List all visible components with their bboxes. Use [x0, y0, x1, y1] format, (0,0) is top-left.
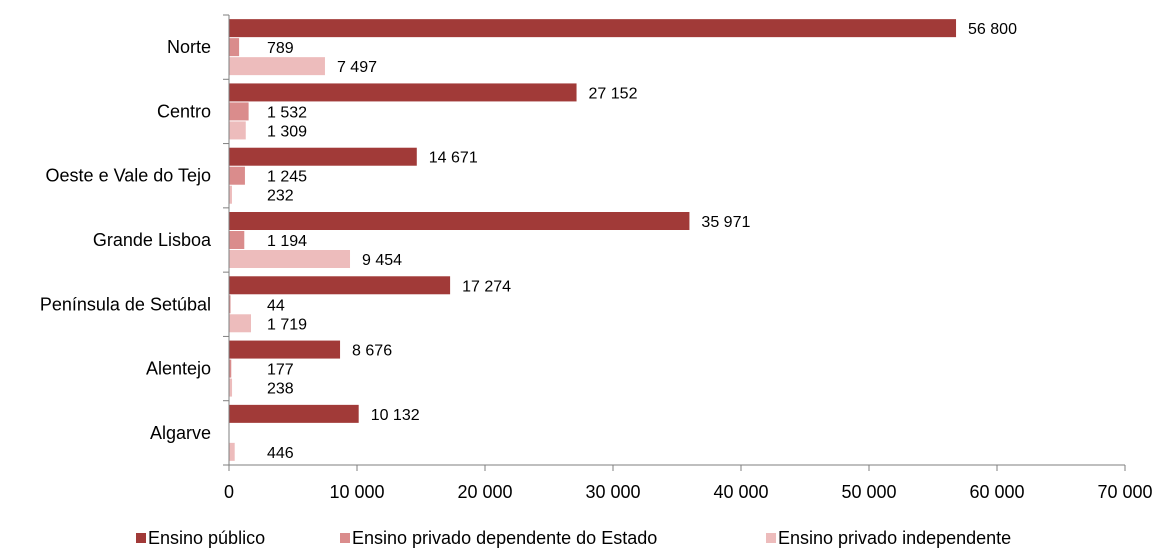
bar	[229, 185, 232, 204]
data-label: 446	[267, 445, 294, 462]
x-tick-label: 30 000	[585, 482, 640, 502]
bar	[229, 147, 417, 166]
legend-label: Ensino privado dependente do Estado	[352, 528, 657, 548]
bar	[229, 19, 957, 38]
category-label: Centro	[157, 101, 211, 121]
legend-swatch	[340, 533, 350, 543]
category-label: Oeste e Vale do Tejo	[46, 166, 211, 186]
x-tick-label: 10 000	[329, 482, 384, 502]
bar	[229, 378, 233, 397]
category-label: Grande Lisboa	[93, 230, 212, 250]
data-label: 35 971	[701, 214, 750, 231]
bar	[229, 166, 245, 185]
legend-label: Ensino privado independente	[778, 528, 1011, 548]
data-label: 9 454	[362, 252, 402, 269]
data-label: 1 719	[267, 316, 307, 333]
data-label: 1 245	[267, 169, 307, 186]
bars-layer	[229, 19, 957, 461]
x-tick-label: 70 000	[1097, 482, 1152, 502]
x-tick-label: 60 000	[969, 482, 1024, 502]
legend-label: Ensino público	[148, 528, 265, 548]
bar	[229, 276, 451, 295]
bar	[229, 295, 231, 314]
category-label: Península de Setúbal	[40, 294, 211, 314]
bar	[229, 404, 359, 423]
data-label: 27 152	[589, 85, 638, 102]
bar	[229, 359, 232, 378]
data-label: 8 676	[352, 343, 392, 360]
data-label: 10 132	[371, 407, 420, 424]
x-tick-label: 20 000	[457, 482, 512, 502]
value-labels-layer: 56 800 789 7 497 27 152 1 532 1 309 14 671 1 24…	[267, 21, 1017, 462]
data-label: 232	[267, 188, 294, 205]
bar	[229, 102, 249, 121]
bar	[229, 340, 341, 359]
data-label: 56 800	[968, 21, 1017, 38]
data-label: 238	[267, 381, 294, 398]
bar	[229, 212, 690, 230]
bar	[229, 38, 240, 57]
category-label: Alentejo	[146, 359, 211, 379]
data-label: 7 497	[337, 59, 377, 76]
data-label: 789	[267, 40, 294, 57]
data-label: 1 309	[267, 123, 307, 140]
legend: Ensino público Ensino privado dependente …	[136, 528, 1011, 548]
data-label: 17 274	[462, 278, 511, 295]
x-tick-label: 0	[224, 482, 234, 502]
bar	[229, 250, 351, 268]
axes-layer: 0 10 000 20 000 30 000 40 000 50 000 60 000 70 …	[223, 14, 1153, 502]
bar	[229, 442, 235, 461]
data-label: 1 532	[267, 104, 307, 121]
data-label: 177	[267, 362, 294, 379]
category-label: Norte	[167, 37, 211, 57]
data-label: 14 671	[429, 150, 478, 167]
legend-swatch	[766, 533, 776, 543]
bar	[229, 121, 246, 140]
legend-swatch	[136, 533, 146, 543]
category-labels-layer: Norte Centro Oeste e Vale do Tejo Grande Li…	[40, 37, 212, 443]
category-label: Algarve	[150, 423, 211, 443]
bar	[229, 231, 245, 249]
x-tick-label: 50 000	[841, 482, 896, 502]
bar	[229, 314, 252, 333]
x-tick-label: 40 000	[713, 482, 768, 502]
data-label: 44	[267, 297, 285, 314]
bar	[229, 83, 577, 102]
bar	[229, 57, 325, 76]
data-label: 1 194	[267, 233, 307, 250]
